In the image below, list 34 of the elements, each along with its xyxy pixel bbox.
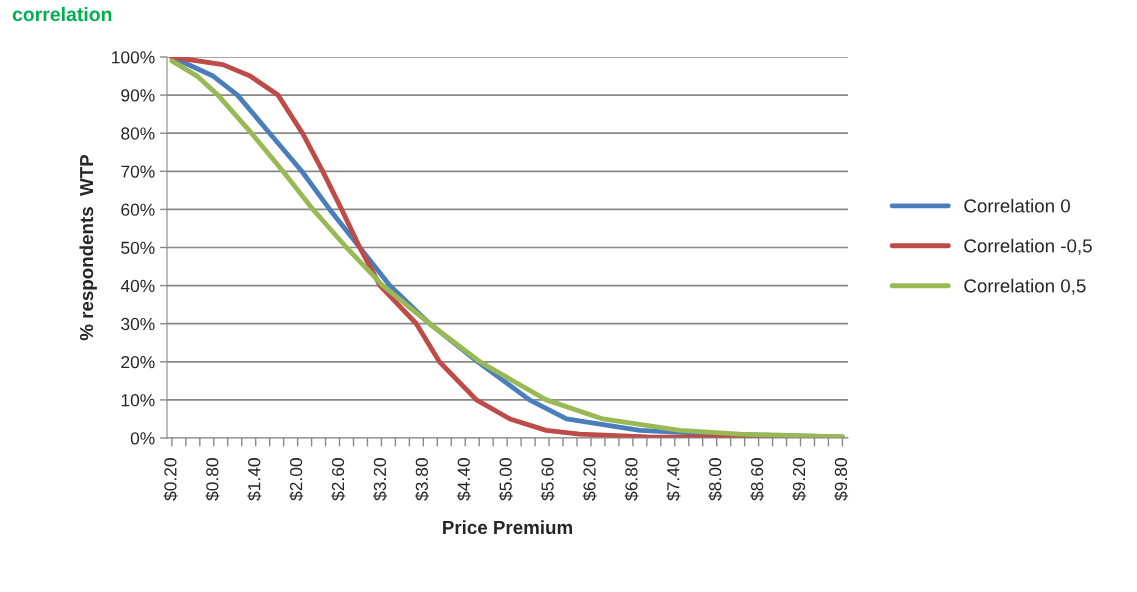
y-tick-label: 20% (121, 355, 155, 369)
x-tick-label: $4.40 (456, 458, 471, 501)
y-tick-label: 60% (121, 203, 155, 216)
x-tick-label: $6.20 (582, 458, 597, 501)
y-tick-label: 0% (130, 432, 155, 445)
y-tick-label: 70% (121, 165, 155, 178)
y-axis-title: % respondents WTP (79, 154, 97, 341)
y-tick-label: 50% (121, 241, 155, 254)
x-axis-title: Price Premium (443, 520, 572, 535)
x-tick-label: $9.80 (834, 458, 849, 501)
x-tick-label: $5.00 (498, 458, 513, 501)
y-tick-label: 30% (121, 317, 155, 331)
x-tick-label: $0.80 (205, 458, 220, 501)
x-tick-label: $7.40 (666, 458, 681, 501)
x-tick-label: $3.80 (414, 458, 430, 501)
x-tick-label: $2.00 (289, 458, 304, 501)
y-tick-label: 10% (121, 394, 155, 407)
x-tick-label: $5.60 (540, 458, 555, 501)
legend-label: Correlation 0,5 (964, 278, 1086, 295)
chart-title: correlation (12, 6, 112, 22)
legend-label: Correlation 0 (964, 198, 1070, 213)
x-tick-label: $0.20 (163, 458, 178, 501)
x-tick-label: $2.60 (331, 458, 346, 501)
x-tick-label: $9.20 (792, 458, 807, 501)
x-tick-label: $8.60 (750, 458, 765, 501)
x-tick-label: $8.00 (708, 458, 723, 501)
x-tick-label: $1.40 (247, 458, 262, 501)
legend-label: Correlation -0,5 (964, 238, 1092, 255)
x-tick-label: $3.20 (373, 458, 388, 501)
y-tick-label: 90% (121, 89, 155, 102)
y-tick-label: 40% (120, 279, 155, 293)
y-tick-label: 80% (121, 127, 155, 140)
x-tick-label: $6.80 (624, 458, 639, 501)
y-tick-label: 100% (112, 51, 155, 64)
